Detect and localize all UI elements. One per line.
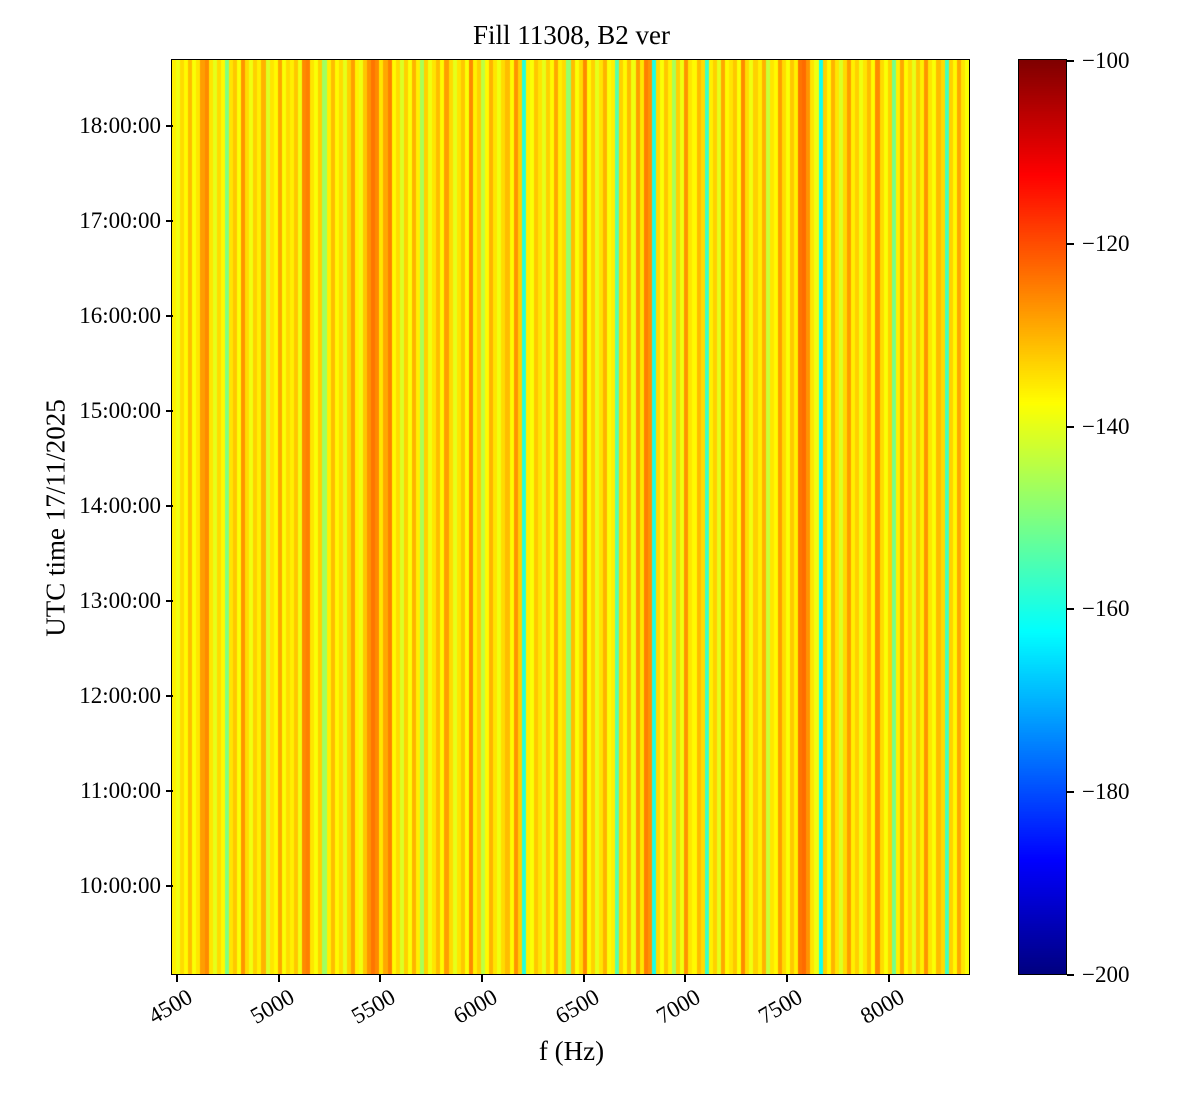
y-tick-mark	[166, 790, 173, 793]
x-tick-label: 7000	[652, 984, 705, 1029]
spectrogram-heatmap-canvas	[172, 60, 970, 975]
colorbar-tick-mark	[1067, 791, 1074, 794]
x-tick-mark	[379, 975, 382, 982]
x-tick-mark	[277, 975, 280, 982]
y-tick-mark	[166, 600, 173, 603]
y-tick-mark	[166, 124, 173, 127]
colorbar-tick-label: −200	[1082, 962, 1130, 987]
colorbar-tick-label: −160	[1082, 596, 1130, 622]
x-tick-mark	[684, 975, 687, 982]
x-tick-mark	[786, 975, 788, 982]
y-tick-mark	[166, 410, 173, 413]
y-axis-label: UTC time 17/11/2025	[40, 399, 71, 637]
y-tick-mark	[166, 695, 173, 698]
x-axis-label: f (Hz)	[538, 1036, 605, 1066]
x-tick-label: 5500	[347, 984, 400, 1029]
y-tick-mark	[166, 315, 173, 318]
y-tick-label: 15:00:00	[79, 398, 161, 424]
colorbar-tick-mark	[1067, 425, 1074, 428]
y-tick-mark	[166, 885, 173, 888]
colorbar-tick-mark	[1067, 242, 1074, 245]
x-tick-mark	[887, 975, 890, 982]
x-tick-label: 4500	[144, 984, 197, 1029]
y-tick-label: 14:00:00	[79, 493, 161, 519]
y-tick-label: 10:00:00	[79, 873, 161, 899]
y-tick-mark	[166, 219, 173, 222]
x-tick-label: 6500	[550, 984, 604, 1029]
y-tick-label: 16:00:00	[79, 303, 161, 329]
heatmap-plot-area	[171, 59, 971, 976]
y-tick-mark	[166, 505, 173, 508]
colorbar-tick-mark	[1067, 60, 1074, 62]
x-tick-label: 6000	[449, 984, 502, 1029]
y-tick-label: 11:00:00	[80, 778, 161, 804]
x-tick-label: 8000	[855, 984, 909, 1029]
x-tick-mark	[582, 975, 585, 982]
y-tick-label: 13:00:00	[79, 588, 161, 614]
y-tick-label: 17:00:00	[79, 207, 161, 233]
y-tick-label: 18:00:00	[79, 112, 161, 138]
x-tick-mark	[481, 975, 484, 982]
colorbar-tick-label: −140	[1082, 413, 1130, 439]
colorbar-tick-mark	[1067, 974, 1074, 976]
colorbar-tick-mark	[1067, 608, 1074, 611]
colorbar-gradient-canvas	[1019, 60, 1067, 975]
x-tick-label: 7500	[754, 984, 807, 1029]
chart-title: Fill 11308, B2 ver	[472, 20, 670, 50]
colorbar-tick-label: −120	[1082, 230, 1130, 256]
y-tick-label: 12:00:00	[79, 683, 161, 709]
colorbar-tick-label: −100	[1082, 48, 1130, 73]
x-tick-mark	[176, 975, 179, 982]
colorbar-tick-label: −180	[1082, 779, 1130, 805]
colorbar	[1018, 59, 1068, 976]
x-tick-label: 5000	[245, 984, 299, 1029]
